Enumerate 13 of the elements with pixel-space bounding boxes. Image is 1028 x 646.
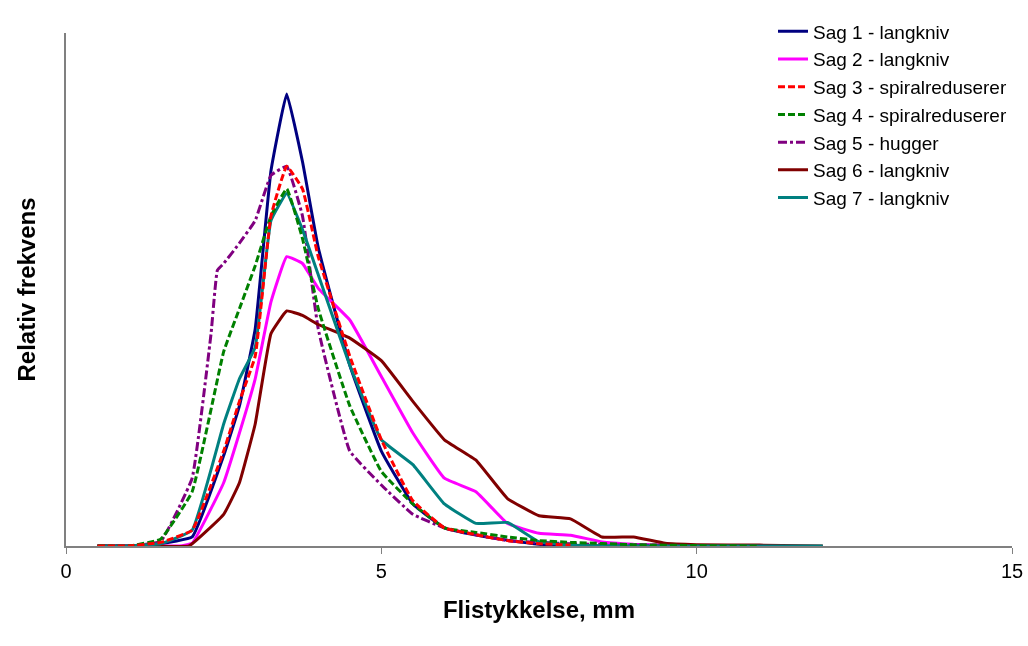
legend-label: Sag 5 - hugger xyxy=(813,132,940,154)
y-axis-title: Relativ frekvens xyxy=(12,197,40,382)
legend-label: Sag 4 - spiralreduserer xyxy=(813,104,1007,126)
legend-label: Sag 7 - langkniv xyxy=(813,187,950,209)
x-tick-label: 15 xyxy=(1000,559,1024,582)
x-tick-label: 5 xyxy=(375,559,387,582)
x-tick-label: 0 xyxy=(60,559,72,582)
x-tick-label: 10 xyxy=(685,559,708,582)
legend-label: Sag 1 - langkniv xyxy=(813,21,950,43)
legend-label: Sag 6 - langkniv xyxy=(813,160,950,182)
legend-label: Sag 3 - spiralreduserer xyxy=(813,77,1007,99)
legend-label: Sag 2 - langkniv xyxy=(813,49,950,71)
x-axis-title: Flistykkelse, mm xyxy=(442,595,636,623)
